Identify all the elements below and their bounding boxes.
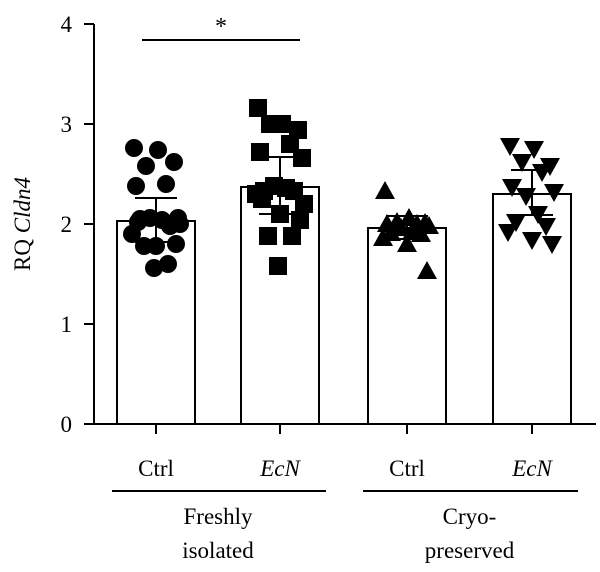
data-point [171, 215, 189, 233]
data-point [137, 157, 155, 175]
data-point [251, 143, 269, 161]
y-tick-label: 2 [61, 212, 73, 237]
x-category-label: Ctrl [389, 456, 425, 481]
data-point [259, 227, 277, 245]
data-point [542, 236, 562, 254]
data-point [281, 135, 299, 153]
data-point [295, 195, 313, 213]
error-bars [135, 156, 553, 243]
data-point [391, 218, 411, 236]
data-point [502, 179, 522, 197]
data-point [167, 235, 185, 253]
y-axis-label: RQ Cldn4 [10, 177, 35, 271]
y-tick-label: 0 [61, 412, 73, 437]
data-point [283, 227, 301, 245]
bar [367, 227, 447, 425]
data-point [397, 234, 417, 252]
data-point [500, 138, 520, 156]
data-point [165, 153, 183, 171]
data-points [123, 99, 564, 279]
data-point [516, 188, 536, 206]
data-point [261, 115, 279, 133]
x-category-label: EcN [511, 456, 553, 481]
data-point [417, 261, 437, 279]
data-point [498, 224, 518, 242]
group-label: Cryo- [443, 504, 497, 529]
data-point [125, 139, 143, 157]
data-point [293, 149, 311, 167]
x-category-label: Ctrl [138, 456, 174, 481]
data-point [375, 181, 395, 199]
data-point [528, 206, 548, 224]
data-point [127, 177, 145, 195]
y-tick-label: 4 [61, 12, 73, 37]
group-label: Freshly [184, 504, 254, 529]
data-point [249, 99, 267, 117]
x-category-label: EcN [259, 456, 301, 481]
data-point [129, 213, 147, 231]
data-point [522, 232, 542, 250]
data-point [159, 255, 177, 273]
data-point [291, 211, 309, 229]
data-point [149, 141, 167, 159]
data-point [512, 154, 532, 172]
y-tick-label: 3 [61, 112, 73, 137]
y-axis-label-gene: Cldn4 [10, 177, 35, 233]
data-point [135, 237, 153, 255]
data-point [506, 214, 526, 232]
data-point [145, 259, 163, 277]
data-point [289, 121, 307, 139]
significance-label: * [215, 14, 227, 40]
data-point [532, 164, 552, 182]
data-point [544, 184, 564, 202]
data-point [157, 175, 175, 193]
group-label: preserved [425, 538, 515, 563]
bars [116, 186, 572, 425]
y-tick-label: 1 [61, 312, 73, 337]
data-point [271, 205, 289, 223]
data-point [411, 224, 431, 242]
y-axis-label-prefix: RQ [10, 233, 35, 271]
data-point [373, 228, 393, 246]
group-label: isolated [182, 538, 254, 563]
data-point [524, 141, 544, 159]
data-point [253, 190, 271, 208]
data-point [536, 218, 556, 236]
data-point [269, 257, 287, 275]
